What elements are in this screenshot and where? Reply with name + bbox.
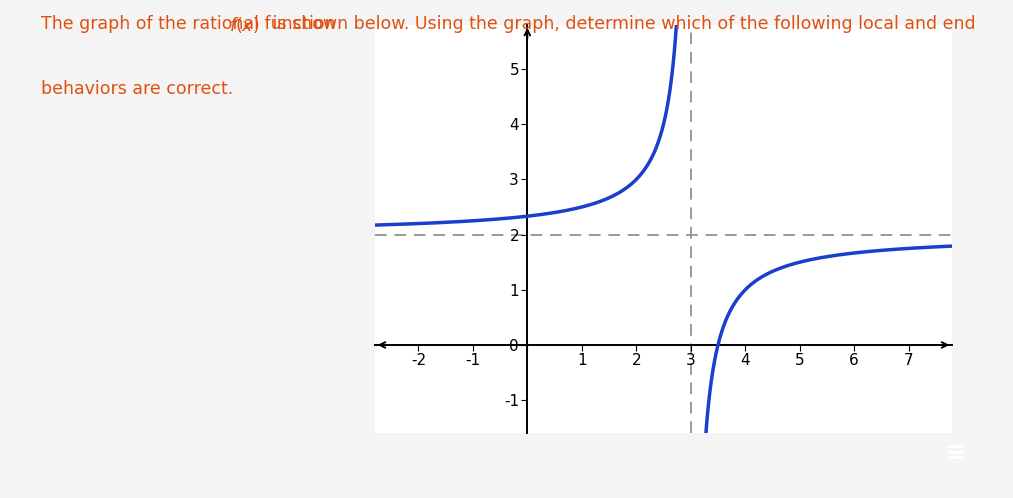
Text: $f(x)$: $f(x)$ — [229, 15, 259, 35]
Text: The graph of the rational function: The graph of the rational function — [41, 15, 340, 33]
Text: ≡: ≡ — [944, 441, 965, 465]
Text: is shown below. Using the graph, determine which of the following local and end: is shown below. Using the graph, determi… — [267, 15, 976, 33]
Text: behaviors are correct.: behaviors are correct. — [41, 80, 233, 98]
